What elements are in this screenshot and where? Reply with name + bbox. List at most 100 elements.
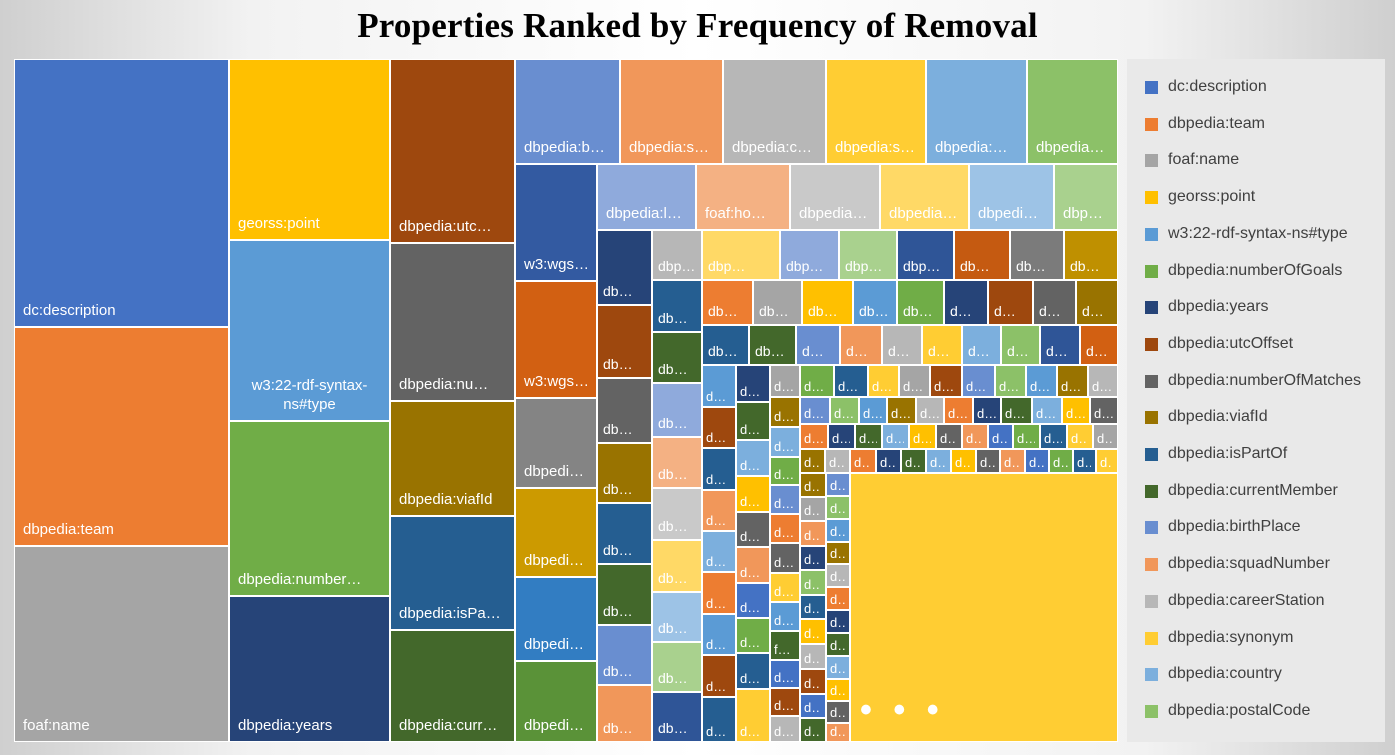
treemap-tile[interactable]: d… (973, 397, 1001, 424)
treemap-tile[interactable]: d… (1090, 397, 1118, 424)
treemap-tile[interactable]: db… (597, 230, 652, 305)
treemap-tile[interactable]: d… (944, 280, 988, 325)
treemap-tile[interactable]: d… (770, 602, 800, 631)
treemap-tile[interactable]: d… (1093, 424, 1118, 449)
treemap-tile[interactable]: db… (954, 230, 1010, 280)
treemap-tile[interactable]: d… (988, 280, 1033, 325)
treemap-tile[interactable]: d… (702, 490, 736, 531)
treemap-tile[interactable]: db… (897, 280, 944, 325)
treemap-tile[interactable]: db… (652, 280, 702, 332)
treemap-tile[interactable]: db… (652, 642, 702, 692)
treemap-tile[interactable]: d… (800, 644, 826, 669)
treemap-tile[interactable]: d… (736, 476, 770, 512)
treemap-tile[interactable]: d… (1080, 325, 1118, 365)
treemap-tile[interactable]: d… (800, 424, 828, 449)
treemap-tile[interactable]: dbpedia… (1027, 59, 1118, 164)
treemap-tile[interactable]: d… (800, 497, 826, 521)
treemap-tile[interactable]: d… (916, 397, 944, 424)
treemap-tile[interactable]: d… (770, 514, 800, 543)
treemap-tile[interactable]: d… (1013, 424, 1040, 449)
treemap-tile[interactable]: d… (826, 587, 850, 610)
treemap-tile[interactable]: dbp… (702, 230, 780, 280)
treemap-tile[interactable]: d… (1033, 280, 1076, 325)
treemap-tile[interactable]: d… (826, 723, 850, 742)
treemap-tile[interactable]: d… (800, 365, 834, 397)
treemap-tile[interactable]: foaf:ho… (696, 164, 790, 230)
treemap-tile[interactable]: d… (796, 325, 840, 365)
treemap-tile[interactable]: d… (876, 449, 901, 473)
treemap-tile[interactable]: d… (1032, 397, 1062, 424)
treemap-tile[interactable]: d… (988, 424, 1013, 449)
treemap-tile[interactable]: d… (826, 564, 850, 587)
treemap-tile[interactable]: d… (868, 365, 899, 397)
treemap-tile[interactable]: d… (1000, 449, 1025, 473)
treemap-tile[interactable]: db… (652, 332, 702, 383)
treemap-tile[interactable]: dbpedia:curr… (390, 630, 515, 742)
treemap-tile[interactable]: d… (1040, 325, 1080, 365)
treemap-tile[interactable]: db… (597, 443, 652, 503)
treemap-tile[interactable]: d… (770, 573, 800, 602)
treemap-tile[interactable]: georss:point (229, 59, 390, 240)
treemap-tile[interactable]: db… (652, 437, 702, 488)
treemap-tile[interactable]: d… (1073, 449, 1096, 473)
treemap-tile[interactable]: d… (1040, 424, 1067, 449)
treemap-tile[interactable]: dbpedi… (515, 398, 597, 488)
treemap-tile[interactable]: dbpedia:isPa… (390, 516, 515, 630)
treemap-tile[interactable]: d… (826, 610, 850, 633)
treemap-tile[interactable]: d… (702, 572, 736, 614)
treemap-tile[interactable]: d… (1057, 365, 1088, 397)
treemap-tile[interactable]: d… (702, 697, 736, 742)
treemap-tile[interactable]: d… (800, 694, 826, 718)
treemap-tile[interactable]: d… (1096, 449, 1118, 473)
treemap-tile[interactable]: d… (736, 618, 770, 653)
treemap-tile[interactable]: dbpedia:years (229, 596, 390, 742)
treemap-tile[interactable]: d… (962, 365, 995, 397)
treemap-tile[interactable]: d… (800, 718, 826, 742)
treemap-tile[interactable]: dbpedia… (790, 164, 880, 230)
treemap-tile[interactable]: db… (597, 503, 652, 564)
treemap-tile[interactable]: d… (1062, 397, 1090, 424)
treemap-tile[interactable]: db… (853, 280, 897, 325)
treemap-tile[interactable]: d… (922, 325, 962, 365)
treemap-tile[interactable]: d… (1067, 424, 1093, 449)
treemap-tile[interactable]: d… (1025, 449, 1049, 473)
treemap-tile[interactable]: d… (930, 365, 962, 397)
treemap-tile[interactable]: d… (901, 449, 926, 473)
treemap-tile[interactable]: w3:wgs… (515, 164, 597, 281)
treemap-tile[interactable]: d… (702, 655, 736, 697)
treemap-tile[interactable]: d… (800, 595, 826, 619)
treemap-tile[interactable]: d… (736, 440, 770, 476)
treemap-tile[interactable]: d… (1088, 365, 1118, 397)
treemap-tile[interactable]: dbpedia:team (14, 327, 229, 546)
treemap-tile[interactable]: dbp… (1054, 164, 1118, 230)
treemap-tile[interactable]: d… (702, 614, 736, 655)
treemap-tile[interactable]: d… (1049, 449, 1073, 473)
treemap-tile[interactable]: db… (753, 280, 802, 325)
treemap-tile[interactable]: dbpedi… (515, 488, 597, 577)
treemap-tile[interactable]: d… (702, 448, 736, 490)
treemap-tile[interactable]: d… (887, 397, 916, 424)
treemap-tile[interactable]: d… (702, 407, 736, 448)
treemap-tile[interactable]: db… (652, 383, 702, 437)
treemap-tile[interactable]: d… (770, 365, 800, 397)
treemap-tile[interactable]: db… (652, 488, 702, 540)
treemap-tile[interactable]: d… (1001, 325, 1040, 365)
treemap-tile[interactable]: d… (770, 427, 800, 457)
treemap-tile[interactable]: db… (749, 325, 796, 365)
treemap-tile[interactable]: d… (800, 473, 826, 497)
treemap-tile[interactable]: w3:wgs… (515, 281, 597, 398)
treemap-tile[interactable]: d… (702, 365, 736, 407)
treemap-tile[interactable]: dbpedia:l… (597, 164, 696, 230)
treemap-tile[interactable]: d… (770, 688, 800, 716)
treemap-tile[interactable]: dbpedi… (515, 577, 597, 661)
treemap-tile[interactable]: d… (826, 656, 850, 679)
treemap-tile[interactable]: d… (800, 669, 826, 694)
treemap-tile[interactable]: d… (736, 583, 770, 618)
treemap-tile[interactable]: d… (882, 325, 922, 365)
treemap-tile[interactable]: dbpedia:b… (515, 59, 620, 164)
treemap-tile[interactable]: d… (830, 397, 859, 424)
treemap-tile[interactable]: dc:description (14, 59, 229, 327)
treemap-tile[interactable]: d… (1001, 397, 1032, 424)
treemap-tile[interactable]: d… (951, 449, 976, 473)
treemap-tile[interactable]: d… (882, 424, 909, 449)
